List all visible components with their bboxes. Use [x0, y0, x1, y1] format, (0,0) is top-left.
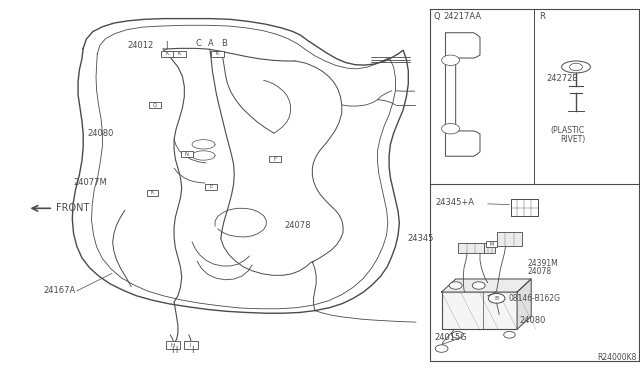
Text: (PLASTIC: (PLASTIC: [550, 126, 584, 135]
Text: I: I: [191, 346, 193, 355]
Text: K: K: [150, 190, 154, 195]
Text: 24345: 24345: [408, 234, 434, 243]
Text: 24272E: 24272E: [546, 74, 577, 83]
Text: F: F: [274, 157, 276, 162]
Bar: [184, 341, 198, 349]
Bar: [181, 151, 193, 157]
Bar: [484, 243, 495, 253]
Bar: [147, 190, 158, 196]
Text: Q: Q: [153, 102, 157, 108]
Text: E: E: [209, 184, 213, 189]
Text: 24167A: 24167A: [44, 286, 76, 295]
Text: N: N: [185, 152, 189, 157]
Text: K: K: [216, 51, 220, 57]
Text: A: A: [209, 39, 214, 48]
Text: I: I: [190, 343, 191, 348]
Text: 08146-B162G: 08146-B162G: [509, 294, 561, 303]
Circle shape: [452, 331, 463, 338]
Circle shape: [472, 282, 485, 289]
Circle shape: [442, 55, 460, 65]
Text: R24000K8: R24000K8: [596, 353, 636, 362]
Text: Q: Q: [433, 12, 440, 21]
Bar: [442, 292, 517, 329]
Bar: [486, 241, 497, 247]
Text: K: K: [177, 51, 181, 57]
Circle shape: [504, 331, 515, 338]
Bar: [173, 51, 186, 57]
Circle shape: [570, 63, 582, 71]
Text: H: H: [172, 346, 178, 355]
Text: 24078: 24078: [285, 221, 311, 230]
Bar: [205, 184, 217, 190]
Text: H: H: [171, 343, 175, 348]
Bar: [161, 51, 174, 57]
Text: M: M: [490, 241, 493, 247]
Text: J: J: [165, 41, 168, 50]
Bar: [166, 341, 180, 349]
Text: C: C: [195, 39, 202, 48]
Text: R: R: [540, 12, 545, 21]
Text: 24077M: 24077M: [74, 178, 108, 187]
Text: 24345+A: 24345+A: [435, 198, 474, 207]
Text: 24078: 24078: [528, 267, 552, 276]
Bar: [497, 232, 522, 246]
Text: 24391M: 24391M: [528, 259, 559, 268]
Bar: [269, 156, 281, 162]
Text: 24012: 24012: [127, 41, 154, 50]
Text: 24080: 24080: [520, 316, 546, 325]
Circle shape: [435, 345, 448, 352]
Polygon shape: [517, 279, 531, 329]
Text: 24217AA: 24217AA: [444, 12, 482, 21]
Text: B: B: [495, 296, 499, 301]
Text: B: B: [221, 39, 227, 48]
Polygon shape: [442, 279, 531, 292]
Circle shape: [449, 282, 462, 289]
Circle shape: [488, 294, 505, 303]
Bar: [458, 243, 484, 253]
Text: 24080: 24080: [88, 129, 114, 138]
Text: FRONT: FRONT: [56, 203, 89, 213]
Circle shape: [442, 124, 460, 134]
Text: 24015G: 24015G: [434, 333, 467, 342]
Bar: [211, 51, 224, 57]
Bar: [149, 102, 161, 108]
Text: K: K: [166, 51, 170, 57]
Ellipse shape: [562, 61, 591, 73]
Text: RIVET): RIVET): [560, 135, 585, 144]
